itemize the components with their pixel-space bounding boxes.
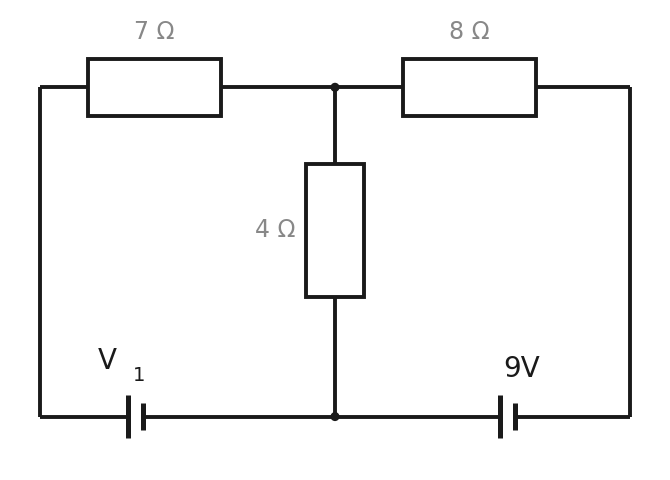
Bar <box>88 59 221 116</box>
Text: 9V: 9V <box>504 355 541 383</box>
Bar <box>403 59 537 116</box>
Bar <box>306 164 364 297</box>
Text: 4 Ω: 4 Ω <box>255 218 295 242</box>
Circle shape <box>331 413 339 420</box>
Text: 8 Ω: 8 Ω <box>450 21 490 45</box>
Text: V: V <box>97 347 117 375</box>
Text: 1: 1 <box>133 366 145 385</box>
Circle shape <box>331 84 339 91</box>
Text: 7 Ω: 7 Ω <box>135 21 175 45</box>
